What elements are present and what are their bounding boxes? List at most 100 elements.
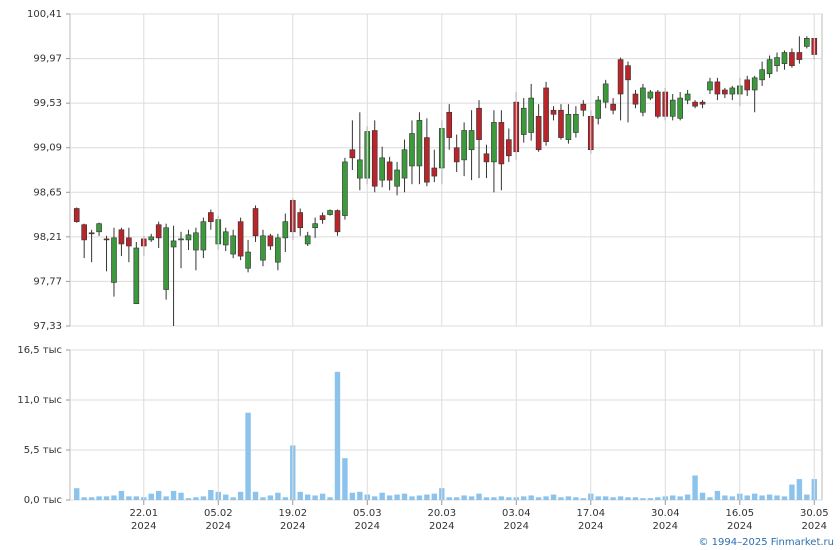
candle-body: [185, 234, 192, 241]
volume-bar: [148, 493, 154, 500]
candle-body: [312, 223, 318, 229]
candle-body: [386, 161, 393, 181]
candle-body: [766, 59, 773, 75]
volume-bar: [655, 497, 661, 500]
volume-bar: [781, 496, 788, 500]
candle-body: [401, 149, 408, 179]
volume-bar: [170, 490, 177, 500]
candle-body: [535, 116, 542, 151]
candle-body: [73, 208, 80, 222]
candle-body: [357, 159, 363, 179]
volume-bar: [491, 497, 497, 500]
candle-body: [424, 137, 430, 183]
volume-bar: [610, 497, 616, 500]
candle-body: [774, 57, 780, 66]
volume-bar: [573, 497, 579, 500]
x-tick-label: 05.02: [204, 508, 233, 519]
y-tick-label: 98,65: [33, 187, 62, 198]
y-tick-label: 99,53: [33, 98, 62, 109]
volume-bar: [595, 496, 601, 500]
candle-body: [789, 52, 795, 66]
volume-bar: [804, 494, 810, 500]
y-tick-label: 99,09: [33, 143, 62, 154]
x-tick-label: 2024: [280, 521, 305, 532]
volume-bar: [319, 493, 326, 500]
volume-bar: [223, 494, 229, 500]
candle-body: [431, 167, 438, 177]
candle-body: [193, 232, 199, 251]
volume-bar: [632, 497, 639, 500]
x-tick-label: 16.05: [725, 508, 754, 519]
volume-bar: [670, 495, 676, 500]
candle-body: [602, 83, 609, 103]
volume-bar: [267, 495, 274, 500]
candle-body: [699, 101, 706, 105]
volume-bar: [155, 490, 162, 500]
volume-bar: [245, 412, 251, 500]
candle-body: [483, 153, 490, 163]
y-tick-label: 100,41: [27, 9, 62, 20]
x-tick-label: 22.01: [129, 508, 158, 519]
x-tick-label: 2024: [802, 521, 827, 532]
candle-body: [707, 81, 713, 91]
volume-bar: [722, 495, 728, 500]
volume-panel: [69, 349, 823, 501]
volume-bar: [208, 490, 214, 500]
volume-bar: [692, 475, 698, 500]
candle-body: [163, 227, 169, 290]
volume-bar: [193, 497, 199, 500]
volume-bar: [297, 491, 303, 500]
candle-body: [349, 149, 356, 159]
volume-bar: [327, 497, 333, 500]
candle-body: [617, 59, 624, 95]
x-tick-label: 2024: [355, 521, 380, 532]
volume-bar: [237, 491, 244, 500]
candle-body: [714, 81, 721, 95]
y-tick-label: 97,33: [33, 321, 62, 332]
volume-bar: [729, 496, 736, 500]
candle-body: [222, 231, 229, 246]
volume-bar: [424, 494, 430, 500]
candle-body: [297, 212, 304, 229]
volume-bar: [260, 497, 266, 500]
volume-bar: [640, 498, 646, 500]
volume-bar: [535, 497, 542, 500]
volume-bar: [372, 496, 378, 500]
volume-bar: [163, 496, 169, 500]
volume-bar: [185, 498, 192, 500]
candle-body: [684, 93, 691, 101]
candle-body: [446, 111, 453, 138]
candle-body: [394, 169, 400, 187]
candle-body: [692, 101, 698, 107]
volume-bar: [409, 496, 415, 500]
volume-bar: [453, 497, 460, 500]
candle-body: [200, 221, 207, 251]
volume-bar: [543, 496, 549, 500]
volume-bar: [357, 491, 363, 500]
x-tick-label: 2024: [429, 521, 454, 532]
volume-bar: [74, 488, 80, 500]
volume-bar: [796, 479, 803, 500]
candle-body: [148, 236, 155, 241]
candle-body: [126, 237, 132, 247]
volume-bar: [521, 496, 527, 500]
y-tick-label: 98,21: [33, 232, 62, 243]
volume-bar: [684, 494, 691, 500]
volume-bar: [394, 494, 400, 500]
candle-body: [245, 251, 251, 269]
volume-bar: [401, 493, 408, 500]
copyright[interactable]: © 1994–2025 Finmarket.ru: [698, 537, 834, 548]
candle-body: [208, 212, 214, 222]
candle-body: [558, 109, 564, 138]
candle-body: [319, 215, 326, 220]
volume-bar: [304, 494, 311, 500]
volume-bar: [88, 497, 95, 500]
candle-body: [580, 103, 587, 111]
candle-body: [729, 87, 736, 95]
volume-bar: [103, 496, 110, 500]
x-tick-label: 30.04: [651, 508, 680, 519]
volume-bar: [379, 492, 385, 500]
volume-bar: [446, 497, 452, 500]
volume-bar: [476, 493, 482, 500]
candle-body: [88, 232, 95, 235]
